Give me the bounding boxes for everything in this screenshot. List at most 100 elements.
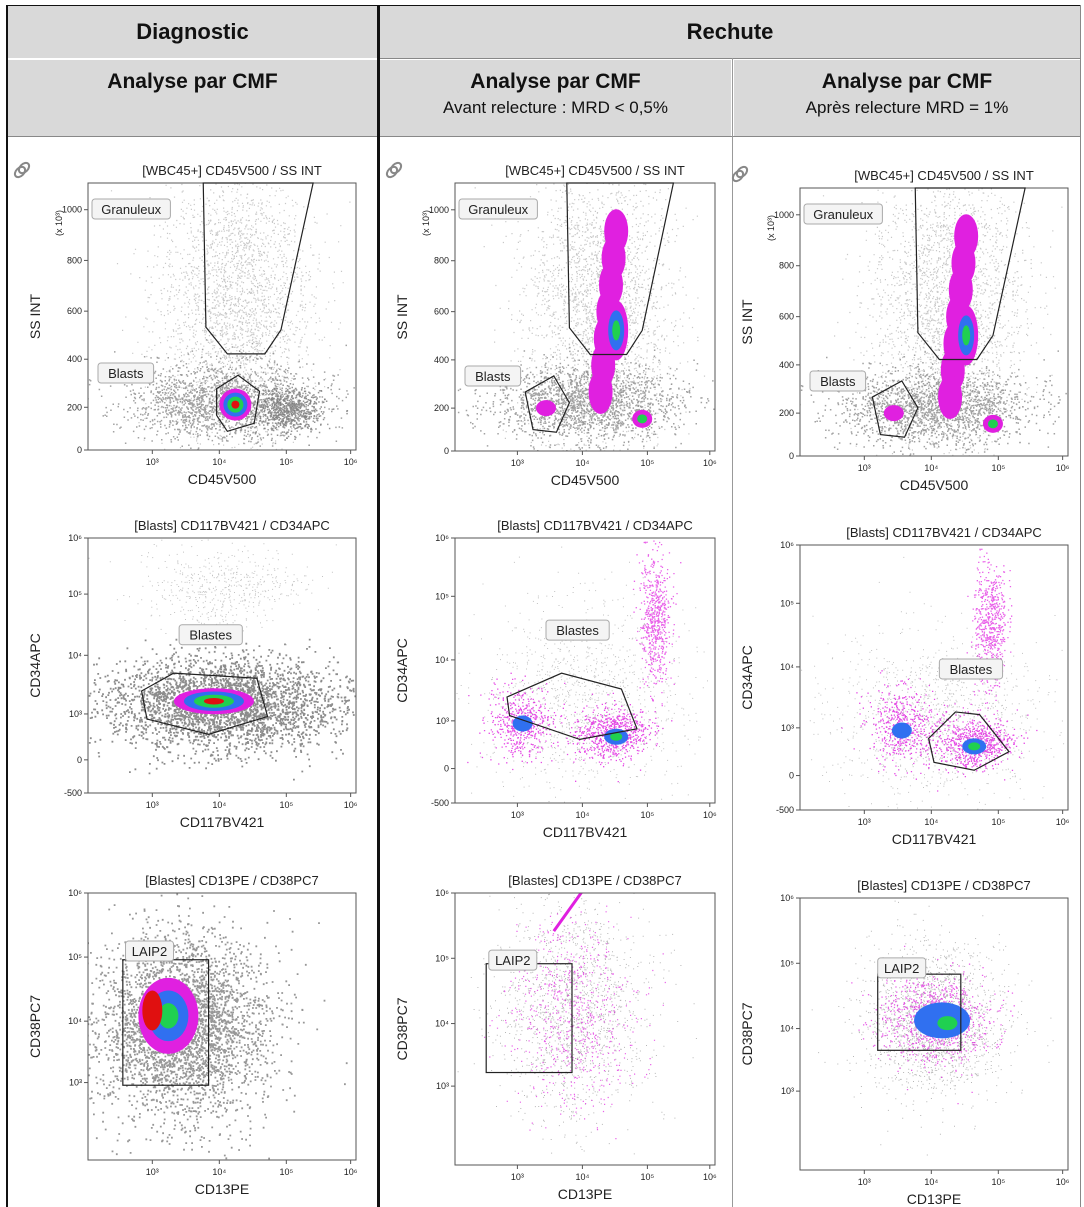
plot-area	[457, 893, 697, 1155]
y-tick-label: 0	[77, 445, 82, 455]
event-cloud	[457, 893, 697, 1155]
plot-area	[455, 183, 715, 451]
x-tick-label: 10⁶	[1056, 463, 1070, 473]
border-mid	[380, 58, 1080, 59]
link-icon	[385, 161, 403, 179]
plot-frame	[87, 537, 357, 794]
x-tick-label: 10⁶	[344, 457, 358, 467]
link-ring	[735, 165, 749, 179]
y-tick-label: 10⁶	[780, 540, 794, 550]
plot-row1-col1: [WBC45+] CD45V500 / SS INT 1000 800 600 400 2…	[27, 163, 358, 487]
x-axis-label: CD117BV421	[543, 824, 628, 840]
y-tick-label: -500	[431, 798, 449, 808]
y-tick-label: 0	[789, 451, 794, 461]
plot-title: [WBC45+] CD45V500 / SS INT	[142, 163, 322, 178]
y-tick-label: 10⁴	[780, 1024, 794, 1034]
plot-frame	[799, 187, 1069, 457]
event-streak	[552, 893, 583, 932]
plot-row1-col3: [WBC45+] CD45V500 / SS INT 1000 800 600 400 2…	[739, 168, 1070, 493]
density-contour	[231, 400, 240, 409]
gate-label-text: Granuleux	[468, 202, 528, 217]
y-axis-unit: (x 10³)	[766, 215, 776, 241]
gate-outline	[202, 182, 314, 355]
y-tick-label: 10³	[436, 1081, 449, 1091]
x-tick-label: 10⁵	[991, 463, 1005, 473]
y-axis-label: CD34APC	[394, 638, 410, 703]
y-axis-label: CD34APC	[739, 645, 755, 710]
density-contour	[938, 375, 963, 420]
y-axis-unit: (x 10³)	[54, 210, 64, 236]
plot-title: [WBC45+] CD45V500 / SS INT	[505, 163, 685, 178]
y-tick-label: 10⁵	[435, 591, 449, 601]
gate-label-box	[91, 198, 171, 220]
divider-diag-rechute	[377, 5, 380, 1207]
x-tick-label: 10⁵	[641, 1172, 655, 1182]
y-axis-label: SS INT	[394, 294, 410, 340]
divider-rechute-cols	[732, 58, 733, 1207]
gate-label-text: LAIP2	[495, 953, 530, 968]
gate-label-text: Granuleux	[813, 207, 873, 222]
density-contour	[512, 715, 533, 732]
plot-frame	[799, 897, 1069, 1171]
plot-frame	[454, 537, 716, 804]
plot-row2-col1: [Blasts] CD117BV421 / CD34APC 10⁶ 10⁵ 10⁴ 10…	[27, 518, 358, 830]
y-tick-label: 10³	[781, 1086, 794, 1096]
event-cloud	[966, 548, 1013, 740]
plot-area	[88, 893, 348, 1160]
border-right	[1080, 5, 1081, 1207]
x-tick-label: 10⁴	[924, 463, 938, 473]
density-contour	[883, 405, 904, 422]
gate-label-box	[97, 362, 155, 384]
y-axis-label: CD34APC	[27, 633, 43, 698]
density-contour	[612, 320, 621, 341]
x-tick-label: 10⁶	[1056, 1177, 1070, 1187]
x-tick-label: 10⁴	[924, 817, 938, 827]
plot-area	[800, 188, 1068, 456]
y-tick-label: 1000	[429, 205, 449, 215]
x-tick-label: 10⁴	[575, 1172, 589, 1182]
gate-label-text: Blasts	[475, 369, 511, 384]
x-tick-label: 10⁴	[924, 1177, 938, 1187]
event-cloud	[801, 556, 1065, 810]
y-tick-label: 10⁵	[68, 589, 82, 599]
x-tick-label: 10³	[858, 817, 871, 827]
y-tick-label: 10⁶	[435, 888, 449, 898]
x-tick-label: 10⁶	[344, 800, 358, 810]
event-cloud	[467, 672, 566, 771]
col2-title: Analyse par CMF	[470, 70, 641, 93]
plot-row3-col1: [Blastes] CD13PE / CD38PC7 10⁶ 10⁵ 10⁴ 10³ 10…	[27, 873, 358, 1197]
y-tick-label: 10⁵	[780, 958, 794, 968]
y-tick-label: 10⁴	[68, 1016, 82, 1026]
event-cloud	[88, 339, 355, 450]
density-contour	[637, 414, 648, 424]
gate-outline	[506, 672, 638, 741]
link-ring	[389, 161, 403, 175]
plot-title: [Blastes] CD13PE / CD38PC7	[857, 878, 1030, 893]
event-cloud	[88, 625, 356, 781]
x-tick-label: 10³	[146, 457, 159, 467]
link-ring	[731, 169, 745, 183]
event-cloud	[632, 540, 682, 724]
y-tick-label: 10⁴	[68, 650, 82, 660]
plot-area	[455, 540, 708, 803]
plot-area	[811, 900, 1054, 1156]
col2-subtitle: Avant relecture : MRD < 0,5%	[442, 98, 669, 117]
x-tick-label: 10⁵	[991, 1177, 1005, 1187]
gate-label-text: LAIP2	[884, 961, 919, 976]
plot-area	[88, 183, 355, 450]
x-tick-label: 10⁶	[703, 1172, 717, 1182]
x-tick-label: 10³	[511, 810, 524, 820]
header-rechute: Rechute	[380, 6, 1080, 58]
y-tick-label: 0	[77, 755, 82, 765]
x-tick-label: 10⁴	[575, 810, 589, 820]
y-tick-label: 0	[444, 446, 449, 456]
x-tick-label: 10⁵	[279, 800, 293, 810]
plot-frame	[87, 892, 357, 1161]
link-ring	[13, 165, 27, 179]
y-tick-label: 1000	[62, 205, 82, 215]
plot-frame	[454, 892, 716, 1166]
col3-title: Analyse par CMF	[821, 70, 993, 93]
y-tick-label: -500	[776, 805, 794, 815]
density-contour	[968, 742, 981, 751]
link-icon	[731, 165, 749, 183]
